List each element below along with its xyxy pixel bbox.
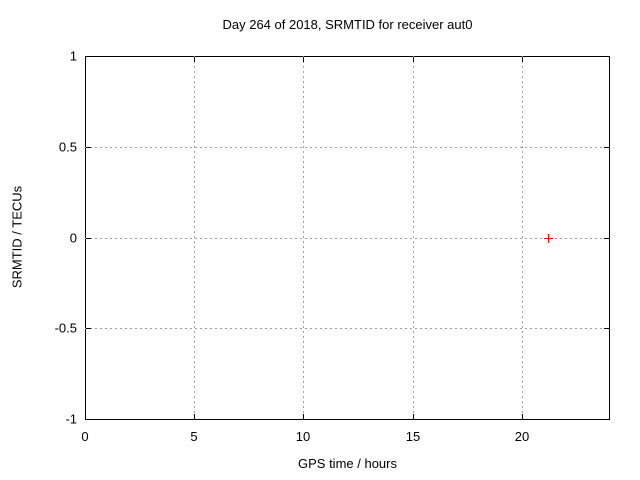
y-tick-label: 0	[69, 230, 77, 246]
x-tick-label: 0	[81, 429, 89, 444]
y-tick-right	[604, 238, 609, 239]
y-gridline	[85, 238, 609, 239]
data-point-marker	[548, 234, 549, 243]
x-tick-bottom	[413, 414, 414, 419]
y-tick-right	[604, 419, 609, 420]
y-gridline	[85, 328, 609, 329]
y-tick-label: -0.5	[54, 320, 77, 336]
y-tick-label: -1	[65, 411, 77, 427]
x-tick-top	[522, 57, 523, 62]
y-tick-left	[86, 328, 91, 329]
x-tick-bottom	[303, 414, 304, 419]
x-tick-top	[85, 57, 86, 62]
y-gridline	[85, 147, 609, 148]
x-tick-label: 15	[405, 429, 421, 444]
x-tick-label: 10	[295, 429, 311, 444]
x-tick-top	[303, 57, 304, 62]
x-tick-label: 5	[190, 429, 198, 444]
y-tick-label: 0.5	[58, 139, 77, 155]
x-axis-label: GPS time / hours	[298, 456, 397, 471]
x-gridline	[194, 56, 195, 419]
x-tick-label: 20	[514, 429, 530, 444]
y-tick-left	[86, 147, 91, 148]
y-tick-right	[604, 328, 609, 329]
x-tick-bottom	[85, 414, 86, 419]
y-tick-right	[604, 147, 609, 148]
x-tick-bottom	[522, 414, 523, 419]
y-tick-right	[604, 56, 609, 57]
chart-title: Day 264 of 2018, SRMTID for receiver aut…	[222, 17, 473, 32]
x-gridline	[303, 56, 304, 419]
y-tick-left	[86, 419, 91, 420]
x-tick-bottom	[194, 414, 195, 419]
x-gridline	[522, 56, 523, 419]
y-tick-left	[86, 56, 91, 57]
y-tick-label: 1	[69, 48, 77, 64]
y-tick-left	[86, 238, 91, 239]
x-gridline	[413, 56, 414, 419]
x-tick-top	[413, 57, 414, 62]
x-tick-top	[194, 57, 195, 62]
